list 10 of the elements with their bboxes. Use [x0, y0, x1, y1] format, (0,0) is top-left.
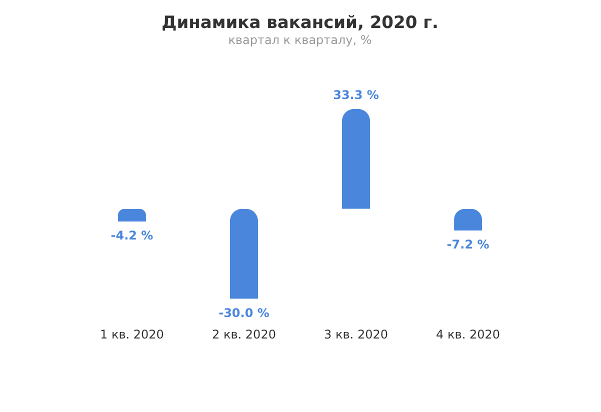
- chart-subtitle: квартал к кварталу, %: [228, 33, 372, 47]
- x-tick-label: 2 кв. 2020: [212, 327, 276, 342]
- chart-title: Динамика вакансий, 2020 г.: [162, 13, 438, 33]
- data-label: 33.3 %: [333, 88, 379, 102]
- data-label: -30.0 %: [218, 306, 270, 320]
- x-tick-label: 3 кв. 2020: [324, 327, 388, 342]
- data-label: -4.2 %: [110, 228, 154, 242]
- data-label: -7.2 %: [446, 238, 490, 252]
- x-tick-label: 4 кв. 2020: [436, 327, 500, 342]
- x-tick-label: 1 кв. 2020: [100, 327, 164, 342]
